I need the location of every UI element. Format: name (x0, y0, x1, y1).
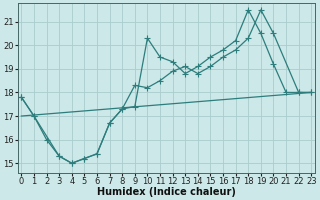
X-axis label: Humidex (Indice chaleur): Humidex (Indice chaleur) (97, 187, 236, 197)
